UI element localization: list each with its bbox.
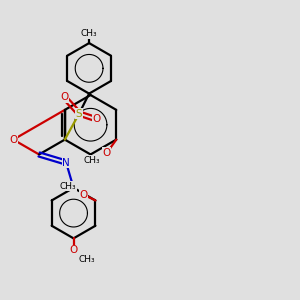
Text: S: S <box>76 109 83 118</box>
Text: CH₃: CH₃ <box>60 182 76 191</box>
Text: CH₃: CH₃ <box>83 156 100 165</box>
Text: O: O <box>80 190 88 200</box>
Text: O: O <box>93 115 101 124</box>
Text: O: O <box>9 135 17 145</box>
Text: O: O <box>60 92 68 102</box>
Text: N: N <box>62 158 70 168</box>
Text: CH₃: CH₃ <box>81 29 98 38</box>
Text: CH₃: CH₃ <box>79 255 95 264</box>
Text: O: O <box>103 148 111 158</box>
Text: O: O <box>69 245 78 255</box>
